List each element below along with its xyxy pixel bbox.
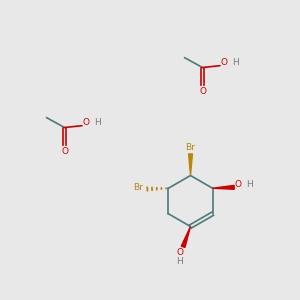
Text: O: O bbox=[220, 58, 227, 67]
Polygon shape bbox=[181, 226, 190, 248]
Text: H: H bbox=[176, 257, 183, 266]
Text: O: O bbox=[61, 147, 68, 156]
Text: O: O bbox=[176, 248, 183, 257]
Polygon shape bbox=[213, 185, 234, 189]
Text: Br: Br bbox=[186, 143, 195, 152]
Text: O: O bbox=[234, 180, 241, 189]
Text: H: H bbox=[94, 118, 101, 127]
Text: Br: Br bbox=[134, 183, 143, 192]
Text: H: H bbox=[246, 180, 253, 190]
Text: O: O bbox=[199, 87, 206, 96]
Text: O: O bbox=[82, 118, 89, 127]
Polygon shape bbox=[189, 154, 193, 176]
Text: H: H bbox=[232, 58, 239, 67]
